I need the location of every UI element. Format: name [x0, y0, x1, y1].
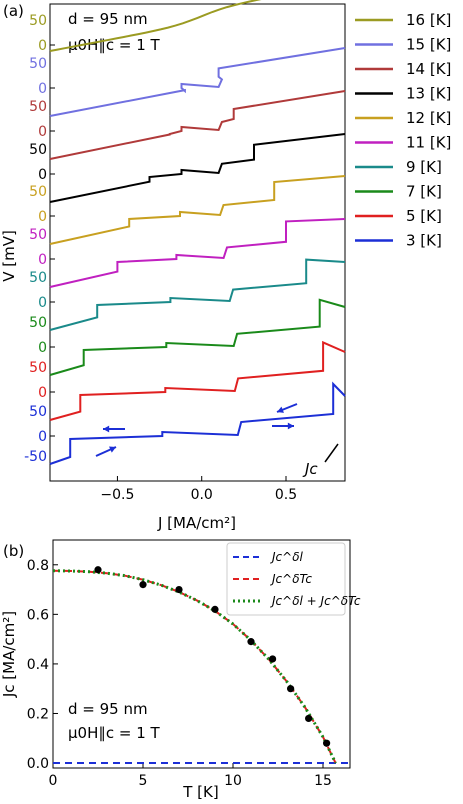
x-tick-label-a: 0.5: [275, 487, 297, 503]
legend-label-a: 3 [K]: [406, 232, 442, 250]
data-point: [269, 655, 277, 663]
arrow-up-left-head: [109, 446, 116, 453]
y-tick-label-0: 0: [38, 81, 47, 97]
data-point: [247, 638, 255, 646]
y-tick-label-50: 50: [29, 227, 47, 243]
legend-label-a: 9 [K]: [406, 158, 442, 176]
x-axis-label-b: T [K]: [182, 783, 218, 801]
legend-label-b: Jc^δTc: [270, 572, 312, 586]
plot-frame-a: [49, 3, 346, 482]
data-point: [211, 605, 219, 613]
data-point: [94, 566, 102, 574]
legend-label-b: Jc^δl + Jc^δTc: [270, 594, 361, 608]
y-tick-label-50: 50: [29, 56, 47, 72]
y-tick-label-50: 50: [29, 142, 47, 158]
y-tick-label-0: 0: [38, 429, 47, 445]
arrow-down-right-head: [277, 406, 284, 413]
trace-3K: [49, 381, 346, 465]
legend-box-b: [226, 542, 346, 616]
y-tick-label-50: 50: [29, 13, 47, 29]
trace-5K: [49, 340, 346, 421]
trace-9K: [49, 258, 346, 331]
trace-16K: [49, 0, 262, 52]
y-tick-label-0: 0: [38, 209, 47, 225]
y-tick-label-b: 0.4: [27, 657, 49, 673]
x-tick-label-a: 0.0: [191, 487, 213, 503]
data-point: [323, 739, 331, 747]
y-tick-label-50: 50: [29, 360, 47, 376]
x-tick-label-b: 0: [49, 773, 58, 789]
data-point: [175, 585, 183, 594]
y-tick-label-50: 50: [29, 99, 47, 115]
plot-frame-b: [52, 539, 351, 769]
y-tick-label-b: 0.8: [27, 558, 49, 574]
parameter-thickness-b: d = 95 nm: [68, 700, 148, 718]
trace-11K: [49, 218, 346, 288]
arrow-right-lower-head: [287, 422, 294, 430]
y-tick-label-minus50: -50: [24, 449, 47, 465]
y-tick-label-0: 0: [38, 340, 47, 356]
panel-label-b: (b): [3, 542, 24, 560]
x-tick-label-b: 10: [224, 773, 242, 789]
y-tick-label-0: 0: [38, 124, 47, 140]
trace-12K: [49, 175, 346, 245]
x-tick-label-a: −0.5: [100, 487, 134, 503]
parameter-field-b: μ0H∥c = 1 T: [68, 724, 161, 742]
trace-14K: [49, 90, 346, 160]
trace-15K: [49, 47, 346, 117]
x-tick-label-b: 5: [139, 773, 148, 789]
data-point: [287, 685, 295, 693]
y-tick-label-0: 0: [38, 385, 47, 401]
trace-7K: [49, 298, 346, 376]
parameter-field-a: μ0H∥c = 1 T: [68, 36, 161, 54]
x-axis-label-a: J [MA/cm²]: [157, 514, 236, 532]
y-axis-label-a: V [mV]: [0, 230, 18, 282]
jc-annotation: Jc: [302, 460, 318, 478]
legend-label-a: 5 [K]: [406, 207, 442, 225]
legend-label-a: 7 [K]: [406, 183, 442, 201]
panel-label-a: (a): [3, 2, 24, 20]
y-tick-label-b: 0.2: [27, 706, 49, 722]
trace-13K: [49, 133, 346, 203]
data-point: [305, 714, 313, 723]
y-tick-label-0: 0: [38, 295, 47, 311]
y-tick-label-50: 50: [29, 184, 47, 200]
legend-label-b: Jc^δl: [270, 550, 304, 564]
legend-label-a: 14 [K]: [406, 60, 451, 78]
jc-pointer: [324, 443, 339, 463]
y-tick-label-0: 0: [38, 167, 47, 183]
parameter-thickness-a: d = 95 nm: [68, 10, 148, 28]
y-tick-label-50: 50: [29, 270, 47, 286]
y-axis-label-b: Jc [MA/cm²]: [0, 611, 18, 698]
legend-label-a: 13 [K]: [406, 85, 451, 103]
legend-label-a: 12 [K]: [406, 109, 451, 127]
y-tick-label-b: 0.6: [27, 607, 49, 623]
x-tick-label-b: 15: [314, 773, 332, 789]
y-tick-label-0: 0: [38, 252, 47, 268]
legend-label-a: 15 [K]: [406, 36, 451, 54]
data-point: [139, 581, 147, 589]
y-tick-label-50: 50: [29, 315, 47, 331]
y-tick-label-50: 50: [29, 404, 47, 420]
arrow-left-lower-head: [103, 425, 110, 433]
legend-label-a: 16 [K]: [406, 11, 451, 29]
y-tick-label-0: 0: [38, 38, 47, 54]
y-tick-label-b: 0.0: [27, 756, 49, 772]
legend-label-a: 11 [K]: [406, 134, 451, 152]
